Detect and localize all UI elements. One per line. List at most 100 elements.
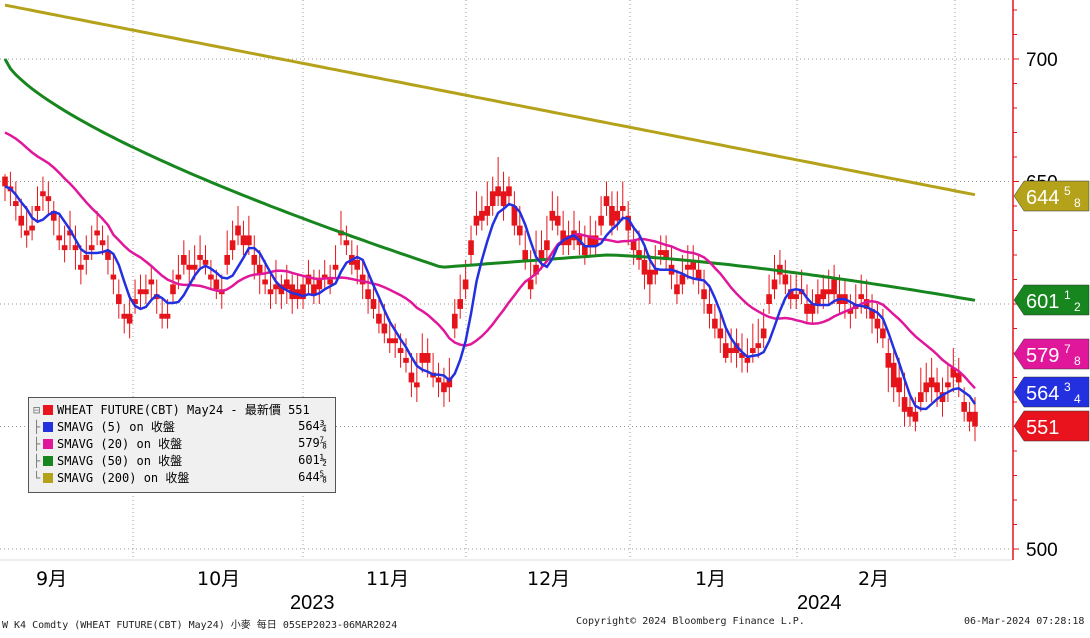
candle: [208, 259, 214, 290]
candle: [571, 210, 577, 251]
sma50-line: [3, 58, 976, 302]
candle: [804, 284, 810, 324]
price-tag-last: 551: [1013, 410, 1090, 442]
candle: [40, 176, 46, 211]
candle: [511, 191, 518, 236]
candle: [365, 274, 371, 314]
svg-text:5: 5: [1064, 184, 1071, 198]
candle: [186, 250, 193, 285]
candle: [945, 362, 951, 402]
candle: [354, 245, 361, 285]
candle: [235, 206, 241, 246]
candle: [468, 225, 474, 265]
legend-swatch: [43, 405, 53, 415]
candle: [777, 250, 783, 285]
candle: [50, 201, 57, 236]
svg-text:579: 579: [1026, 345, 1059, 367]
candle: [950, 348, 957, 393]
candle: [94, 210, 100, 246]
candle: [83, 235, 90, 275]
candle: [311, 269, 317, 304]
candle: [224, 230, 230, 275]
candle: [419, 333, 426, 373]
price-tag-sma20: 579 78: [1013, 338, 1090, 370]
candle: [674, 269, 680, 304]
candle: [820, 274, 827, 309]
candle: [430, 353, 436, 388]
legend-item-sma50: ├ SMAVG (50) on 收盤: [33, 454, 183, 468]
svg-text:3: 3: [1064, 380, 1071, 394]
candle: [126, 294, 133, 339]
candle: [771, 255, 778, 300]
candle: [115, 279, 122, 319]
candle: [928, 357, 935, 402]
candle: [99, 225, 106, 255]
candle: [451, 299, 458, 339]
candle: [56, 215, 62, 251]
candle: [782, 259, 789, 295]
candle: [863, 279, 870, 319]
candle: [110, 255, 117, 295]
candle: [159, 299, 165, 329]
candle: [489, 176, 496, 216]
candle: [45, 181, 52, 216]
candle: [229, 220, 236, 260]
candle: [625, 201, 631, 246]
price-tag-sma5: 564 34: [1013, 376, 1090, 408]
legend-value: 601½: [298, 453, 327, 467]
candle: [61, 225, 68, 263]
candle: [554, 196, 561, 236]
price-tag-sma200: 644 58: [1013, 180, 1090, 212]
candle: [923, 362, 930, 402]
candle: [657, 235, 664, 265]
candle: [663, 235, 669, 270]
x-tick-label: 12月: [527, 568, 570, 590]
candle: [966, 402, 973, 432]
candle: [213, 269, 220, 300]
candle: [809, 289, 816, 324]
x-tick-label: 10月: [197, 568, 240, 590]
candle: [793, 274, 799, 309]
legend-item-sma200: └ SMAVG (200) on 收盤: [33, 471, 190, 485]
candle: [18, 198, 25, 238]
candle: [603, 181, 610, 216]
candle: [587, 215, 594, 255]
candle: [479, 196, 485, 231]
candle: [544, 215, 550, 260]
legend-label: SMAVG (50) on 收盤: [57, 454, 183, 468]
candle: [240, 220, 247, 255]
candle: [852, 284, 859, 319]
legend-value: 579⅞: [298, 436, 327, 450]
svg-text:644: 644: [1026, 187, 1059, 209]
candle: [972, 397, 978, 442]
candle: [847, 294, 854, 329]
candle: [316, 269, 323, 304]
year-label: 2023: [290, 592, 335, 614]
sma5-line: [4, 185, 977, 411]
candle: [343, 225, 350, 255]
candle: [441, 367, 447, 407]
candle: [338, 210, 344, 246]
candle: [34, 186, 41, 224]
legend-swatch: [43, 473, 53, 483]
candle: [321, 259, 328, 290]
candle: [170, 269, 176, 304]
candle: [137, 274, 144, 309]
candle: [885, 338, 892, 393]
candle: [435, 362, 442, 398]
candle: [755, 318, 762, 358]
year-label: 2024: [797, 592, 842, 614]
candle: [414, 353, 420, 402]
candle: [874, 304, 881, 344]
candle: [197, 235, 203, 270]
x-tick-label: 1月: [695, 568, 726, 590]
candle: [706, 284, 713, 329]
candle: [668, 245, 675, 290]
svg-text:551: 551: [1026, 417, 1059, 439]
legend-value: 644⅝: [298, 470, 327, 484]
legend-swatch: [43, 422, 53, 432]
x-tick-label: 2月: [858, 568, 889, 590]
svg-text:4: 4: [1074, 392, 1081, 406]
